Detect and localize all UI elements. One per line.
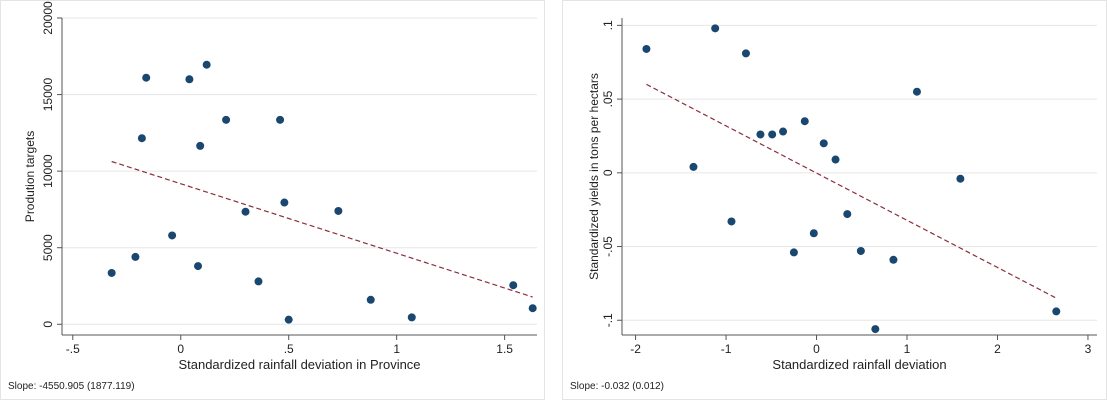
chart1-panel-border — [0, 0, 545, 400]
chart1-data-point-9 — [222, 115, 231, 124]
chart2-x-tick-label-5: 3 — [1085, 342, 1092, 356]
chart1-data-point-5 — [185, 75, 194, 84]
chart1-fit-line — [111, 160, 533, 298]
chart2-y-tick-label-0: -.1 — [601, 313, 615, 327]
chart2-data-point-18 — [956, 174, 965, 183]
chart2-data-point-11 — [819, 139, 828, 148]
chart2-slope-note: Slope: -0.032 (0.012) — [570, 381, 664, 392]
chart2-x-tick-label-2: 0 — [813, 342, 820, 356]
chart1-x-tick-label-4: 1.5 — [496, 342, 513, 356]
chart1-x-tick-label-1: 0 — [177, 342, 184, 356]
chart1-y-axis-title: Prodution targets — [23, 131, 37, 222]
chart1-x-axis-title: Standardized rainfall deviation in Provi… — [178, 357, 420, 372]
chart2-data-point-10 — [809, 229, 818, 238]
chart2-data-point-6 — [768, 130, 777, 139]
chart2-data-point-2 — [711, 24, 720, 33]
chart1-data-point-16 — [366, 295, 375, 304]
chart1-y-tick-label-1: 5000 — [41, 234, 55, 261]
chart2-data-point-8 — [789, 248, 798, 257]
chart1-data-point-15 — [334, 206, 343, 215]
chart1-data-point-17 — [407, 313, 416, 322]
chart1-data-point-1 — [131, 252, 140, 261]
chart1-data-point-10 — [241, 207, 250, 216]
chart1-y-tick-label-2: 10000 — [41, 154, 55, 188]
chart1-y-tick-label-4: 20000 — [41, 1, 55, 35]
chart2-x-tick-label-1: -1 — [721, 342, 732, 356]
chart2-x-tick-label-3: 1 — [904, 342, 911, 356]
chart1-y-tick-label-0: 0 — [41, 321, 55, 328]
chart2-y-axis-title: Standardized yields in tons per hectars — [587, 73, 601, 280]
chart2-y-tick-label-2: 0 — [601, 169, 615, 176]
chart2-y-tick-label-3: .05 — [601, 90, 615, 107]
chart1-data-point-4 — [168, 231, 177, 240]
chart2-data-point-12 — [831, 155, 840, 164]
chart1-data-point-0 — [107, 268, 116, 277]
chart2-data-point-5 — [756, 130, 765, 139]
chart2-data-point-19 — [1052, 307, 1061, 316]
chart2-data-point-0 — [642, 44, 651, 53]
chart1-x-tick-label-0: -.5 — [66, 342, 80, 356]
chart2-y-tick-label-1: -.05 — [601, 236, 615, 257]
chart1-data-point-8 — [202, 60, 211, 69]
chart2-data-point-15 — [871, 325, 880, 334]
chart2-data-point-16 — [889, 255, 898, 264]
scatter-chart-production-targets: 0 5000 10000 15000 20000 -.5 0 .5 1 1.5 Standardiz… — [0, 0, 545, 400]
chart2-data-point-13 — [843, 210, 852, 219]
chart2-y-tick-label-4: .1 — [601, 20, 615, 30]
chart2-data-point-4 — [741, 49, 750, 58]
chart1-data-point-18 — [509, 281, 518, 290]
chart1-data-point-11 — [254, 277, 263, 286]
chart1-slope-note: Slope: -4550.905 (1877.119) — [8, 381, 135, 392]
chart1-x-tick-label-2: .5 — [284, 342, 294, 356]
chart1-data-point-2 — [137, 134, 146, 143]
chart2-data-point-14 — [856, 246, 865, 255]
chart1-data-point-3 — [142, 73, 151, 82]
chart2-panel-border — [562, 0, 1107, 400]
chart1-y-tick-label-3: 15000 — [41, 78, 55, 112]
chart2-data-point-7 — [779, 127, 788, 136]
chart1-data-point-7 — [196, 141, 205, 150]
chart2-fit-line — [646, 83, 1057, 299]
scatter-chart-yields: -.1 -.05 0 .05 .1 -2 -1 0 1 2 3 Standardized rainfa… — [562, 0, 1107, 400]
chart1-data-point-14 — [284, 315, 293, 324]
chart1-data-point-19 — [528, 304, 537, 313]
chart1-data-point-6 — [194, 262, 203, 271]
chart2-x-tick-label-4: 2 — [994, 342, 1001, 356]
chart2-data-point-1 — [689, 162, 698, 171]
chart2-data-point-3 — [727, 217, 736, 226]
chart2-x-tick-label-0: -2 — [630, 342, 641, 356]
chart1-data-point-13 — [280, 198, 289, 207]
chart2-data-point-9 — [800, 117, 809, 126]
chart-panel-right: -.1 -.05 0 .05 .1 -2 -1 0 1 2 3 Standardized rainfa… — [562, 0, 1107, 400]
chart2-x-axis-title: Standardized rainfall deviation — [772, 357, 946, 372]
chart1-data-point-12 — [276, 115, 285, 124]
chart1-x-tick-label-3: 1 — [393, 342, 400, 356]
chart-panel-left: 0 5000 10000 15000 20000 -.5 0 .5 1 1.5 Standardiz… — [0, 0, 545, 400]
chart2-data-point-17 — [912, 87, 921, 96]
